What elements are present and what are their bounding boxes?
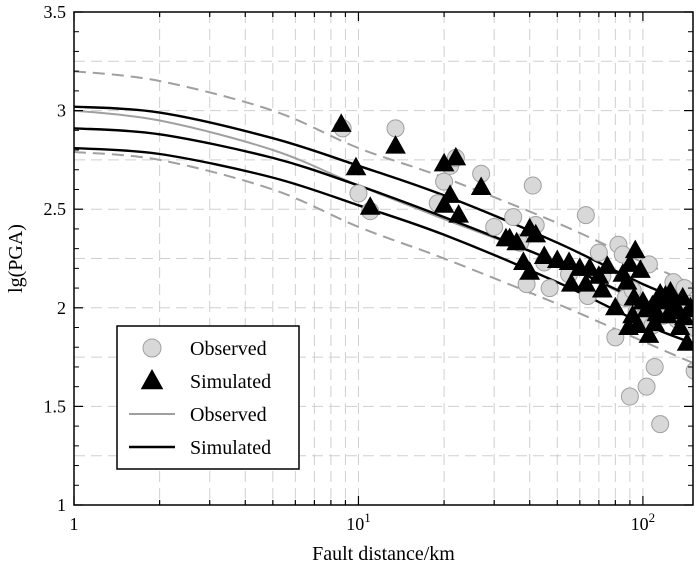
simulated-point (624, 239, 646, 259)
curve-group (74, 70, 693, 364)
observed-point (651, 415, 670, 434)
observed-point (485, 217, 504, 236)
legend-swatch-triangle (140, 368, 164, 390)
y-tick-label: 2.5 (44, 199, 67, 219)
observed-point (645, 357, 664, 376)
simulated-point (506, 231, 528, 251)
simulated-point (560, 273, 582, 292)
simulated-point (579, 257, 601, 276)
x-tick-label: 102 (631, 510, 656, 534)
legend-label: Simulated (190, 371, 271, 393)
observed-point (637, 377, 656, 396)
legend-label: Simulated (190, 437, 271, 459)
simulated-point (448, 204, 469, 223)
y-axis-label: lg(PGA) (5, 224, 27, 293)
axis-ticks: 1 1.5 2 2.5 3 3.5 1 101 102 (44, 2, 693, 534)
observed-point (620, 387, 639, 406)
simulated-point (619, 253, 641, 272)
simulated-point (519, 261, 541, 280)
observed-point (349, 184, 368, 203)
simulated-point (533, 245, 555, 265)
simulated-point (445, 146, 467, 166)
observed-point (386, 119, 405, 138)
simulated-point (470, 176, 492, 196)
legend-swatch-circle (142, 338, 162, 358)
legend: Observed Simulated Observed Simulated (116, 325, 300, 470)
observed-point (523, 176, 542, 195)
simulated-point (630, 259, 651, 278)
x-axis-label: Fault distance/km (312, 543, 455, 565)
simulated-point (676, 332, 693, 351)
simulated-point (439, 184, 461, 203)
y-tick-label: 3.5 (44, 2, 67, 22)
simulated-point (597, 255, 618, 274)
simulated-point (525, 223, 547, 243)
observed-point (435, 172, 454, 191)
simulated-point (627, 314, 649, 334)
simulated-point (638, 324, 660, 343)
legend-label: Observed (190, 338, 267, 360)
simulated-point (330, 113, 352, 132)
simulated-point (359, 196, 381, 215)
curve-solid-5 (74, 127, 693, 325)
legend-label: Observed (190, 404, 267, 426)
simulated-point (385, 135, 406, 154)
simulated-point (591, 279, 613, 298)
y-tick-label: 3 (57, 101, 66, 121)
simulated-point (669, 316, 691, 336)
x-tick-label: 1 (70, 514, 79, 534)
marker-group (330, 113, 693, 434)
simulated-point (546, 249, 568, 268)
simulated-point (588, 265, 610, 284)
simulated-point (660, 280, 681, 300)
plot-frame (73, 11, 694, 506)
simulated-point (672, 286, 693, 306)
y-tick-label: 2 (57, 298, 66, 318)
observed-point (540, 279, 559, 298)
x-tick-label: 101 (346, 510, 371, 534)
y-tick-label: 1 (57, 495, 66, 515)
simulated-point (558, 251, 580, 270)
simulated-point (345, 156, 367, 176)
simulated-point (433, 194, 455, 213)
observed-point (504, 208, 523, 227)
simulated-point (604, 296, 626, 316)
y-tick-label: 1.5 (44, 396, 67, 416)
observed-point (589, 243, 608, 262)
simulated-point (616, 271, 638, 290)
observed-point (576, 206, 595, 225)
plot-series (74, 70, 693, 434)
